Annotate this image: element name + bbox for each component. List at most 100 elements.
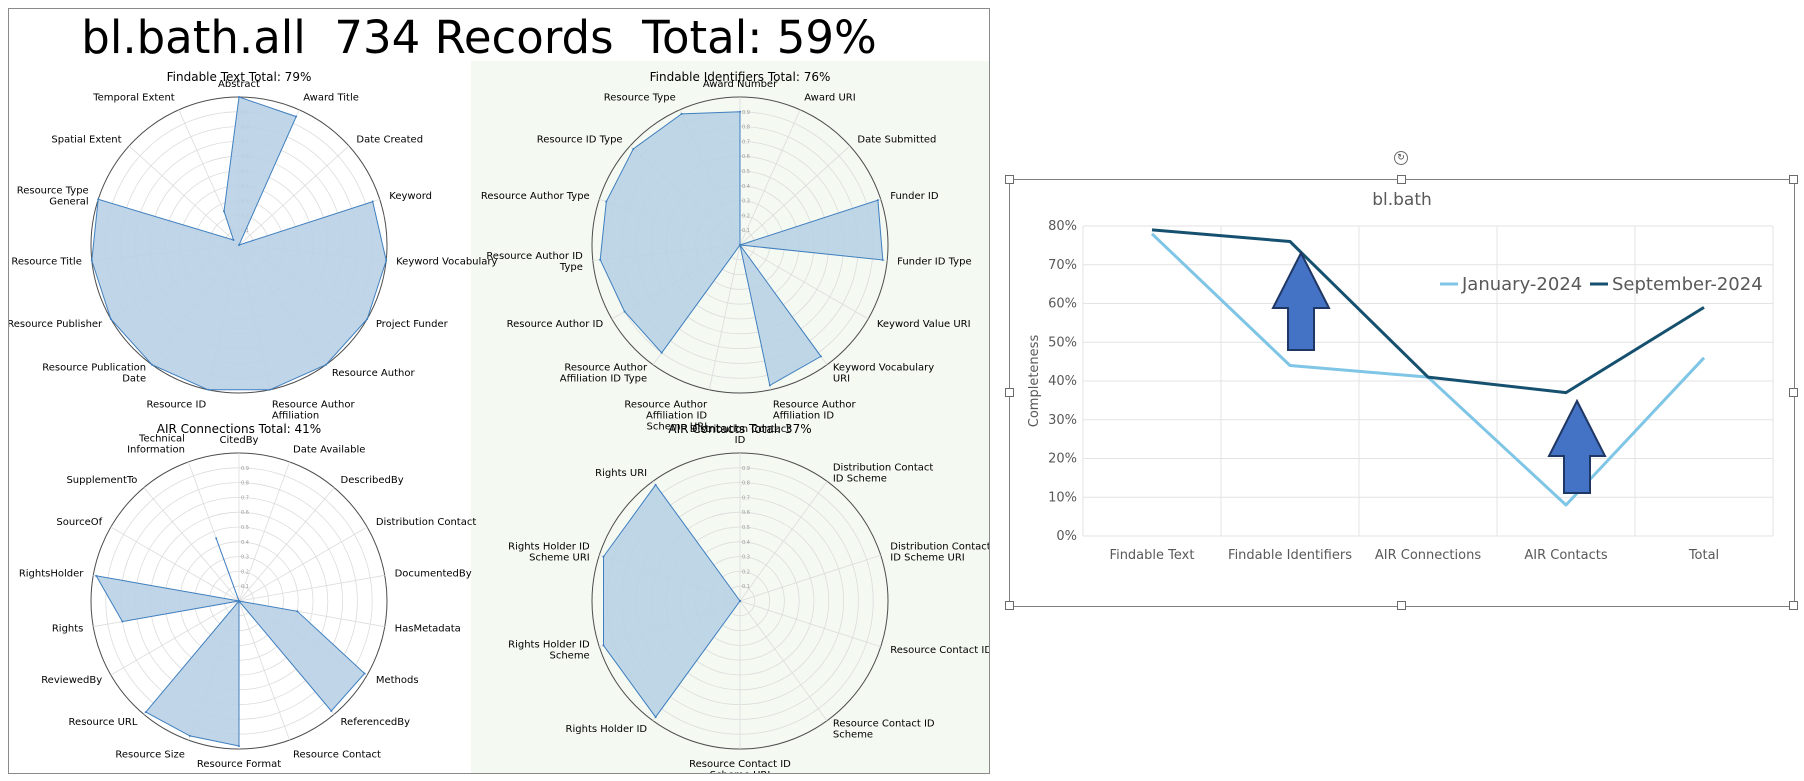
radar-category-label: Resource Author xyxy=(332,368,416,379)
radar-category-label: SourceOf xyxy=(56,517,102,528)
line-chart-frame[interactable]: bl.bath 0% 10% 20% 30% 40% 50% 60% 70% 80% Findabl… xyxy=(1009,179,1795,607)
completeness-line-chart: bl.bath 0% 10% 20% 30% 40% 50% 60% 70% 80% Findabl… xyxy=(1027,190,1774,563)
radar-spoke xyxy=(739,145,851,246)
radar-tick-label: 0.1 xyxy=(241,584,249,590)
radar-point-award-title xyxy=(295,115,298,118)
radar-category-label: Keyword Vocabulary URI xyxy=(833,362,934,384)
radar-category-label: Resource Author Affiliation ID xyxy=(773,400,857,422)
radar-category-label: Resource Author Type xyxy=(481,191,590,202)
radar-category-label: Award Number xyxy=(703,79,778,90)
radar-category-label: Resource Author Affiliation xyxy=(272,400,356,422)
resize-handle-bl[interactable] xyxy=(1005,601,1014,610)
radar-point-resource-publication-date xyxy=(151,363,154,366)
radar-category-label: SupplementTo xyxy=(66,475,137,486)
y-tick-label: 70% xyxy=(1048,258,1077,273)
radar-point-resource-author-id xyxy=(623,310,626,313)
radar-point-supplementto xyxy=(238,600,240,602)
radar-category-label: DocumentedBy xyxy=(395,569,472,580)
radar-tick-label: 0.7 xyxy=(742,495,750,501)
radar-category-label: Resource Author ID xyxy=(507,319,604,330)
radar-chart-air-connections: 0.1 0.2 0.3 0.4 0.5 0.6 0.7 0.8 0.9 AIR Connectio… xyxy=(19,422,477,770)
radar-category-label: Resource Title xyxy=(11,257,81,268)
radar-point-resource-author-affiliation-id-type xyxy=(660,351,663,354)
radar-category-label: Date Created xyxy=(356,134,423,145)
radar-tick-label: 0.5 xyxy=(241,525,249,531)
legend-label-september-2024: September-2024 xyxy=(1612,274,1763,295)
y-tick-label: 50% xyxy=(1048,335,1077,350)
radar-point-keyword-vocabulary xyxy=(385,259,388,262)
radar-category-label: Resource Publication Date xyxy=(42,362,146,384)
radar-spoke xyxy=(128,145,240,246)
resize-handle-ml[interactable] xyxy=(1005,388,1014,397)
radar-category-label: Resource Contact ID Scheme xyxy=(833,718,935,740)
radar-category-label: CitedBy xyxy=(220,435,259,446)
radar-spoke xyxy=(238,574,385,602)
radar-category-label: Date Available xyxy=(293,445,365,456)
radar-point-rights-uri xyxy=(654,483,657,486)
y-tick-label: 0% xyxy=(1056,529,1077,544)
radar-category-label: Resource Author Affiliation ID Type xyxy=(560,362,648,384)
radar-title: Findable Identifiers Total: 76% xyxy=(650,70,831,84)
radar-point-rightsholder xyxy=(95,574,98,577)
radar-spoke xyxy=(238,600,290,741)
x-tick-label-air-connections: AIR Connections xyxy=(1375,548,1481,563)
radar-tick-label: 0.1 xyxy=(742,584,750,590)
radar-spoke xyxy=(238,487,335,602)
y-tick-label: 30% xyxy=(1048,413,1077,428)
radar-category-label: Resource Type xyxy=(604,93,676,104)
radar-tick-label: 0.3 xyxy=(742,199,750,205)
radar-tick-label: 0.6 xyxy=(742,154,750,160)
radar-spoke xyxy=(110,600,240,676)
radar-category-label: Technical Information xyxy=(127,434,185,456)
radar-category-label: Resource Type General xyxy=(17,186,89,208)
rotate-handle-icon[interactable]: ↻ xyxy=(1394,151,1408,165)
radar-point-resource-author-affiliation xyxy=(268,388,271,391)
up-arrow-icon xyxy=(1547,398,1607,494)
radar-point-resource-author-affiliation-id xyxy=(768,384,771,387)
x-tick-label-air-contacts: AIR Contacts xyxy=(1524,548,1607,563)
radar-category-label: HasMetadata xyxy=(395,623,461,634)
radar-tick-label: 0.2 xyxy=(742,213,750,219)
radar-point-resource-author-type xyxy=(605,200,608,203)
radar-category-label: ReferencedBy xyxy=(341,717,411,728)
radar-category-label: Rights Holder ID Scheme xyxy=(508,639,590,661)
radar-point-resource-author-id-type xyxy=(599,258,602,261)
radar-point-rights xyxy=(121,620,124,623)
radar-tick-label: 0.3 xyxy=(742,555,750,561)
resize-handle-br[interactable] xyxy=(1789,601,1798,610)
line-chart-title: bl.bath xyxy=(1372,190,1432,210)
radar-tick-label: 0.4 xyxy=(241,540,249,546)
radar-category-label: Resource URL xyxy=(69,717,138,728)
radar-category-label: Resource Publisher xyxy=(9,319,103,330)
radar-category-label: Resource Size xyxy=(115,749,185,760)
radar-spoke xyxy=(739,244,869,320)
resize-handle-tc[interactable] xyxy=(1397,175,1406,184)
radar-title: Findable Text Total: 79% xyxy=(167,70,312,84)
series-line-september-2024 xyxy=(1151,228,1705,395)
legend-label-january-2024: January-2024 xyxy=(1461,274,1582,295)
radar-point-award-number xyxy=(739,110,741,113)
dashboard-title: bl.bath.all 734 Records Total: 59% xyxy=(81,11,877,64)
radar-category-label: Distribution Contact ID Scheme URI xyxy=(890,542,989,564)
radar-chart-air-contacts: 0.1 0.2 0.3 0.4 0.5 0.6 0.7 0.8 0.9 AIR Contacts … xyxy=(508,422,989,773)
radar-point-resource-publisher xyxy=(109,318,112,320)
radar-point-resource-url xyxy=(144,711,147,714)
radar-spoke xyxy=(739,481,828,602)
resize-handle-mr[interactable] xyxy=(1789,388,1798,397)
radar-tick-label: 0.8 xyxy=(742,125,750,131)
resize-handle-tl[interactable] xyxy=(1005,175,1014,184)
radar-tick-label: 0.9 xyxy=(742,466,750,472)
radar-point-resource-size xyxy=(188,734,191,737)
radar-category-label: Keyword Vocabulary xyxy=(396,257,497,268)
radar-spoke xyxy=(739,554,881,602)
radar-category-label: Rights Holder ID Scheme URI xyxy=(508,542,590,564)
radar-category-label: Rights URI xyxy=(595,468,647,479)
radar-point-resource-contact-id-scheme-uri xyxy=(739,600,741,602)
resize-handle-bc[interactable] xyxy=(1397,601,1406,610)
y-tick-label: 80% xyxy=(1048,219,1077,234)
radar-title: AIR Connections Total: 41% xyxy=(157,422,321,436)
radar-spoke xyxy=(739,600,881,648)
resize-handle-tr[interactable] xyxy=(1789,175,1798,184)
radar-category-label: Resource Contact xyxy=(293,749,381,760)
